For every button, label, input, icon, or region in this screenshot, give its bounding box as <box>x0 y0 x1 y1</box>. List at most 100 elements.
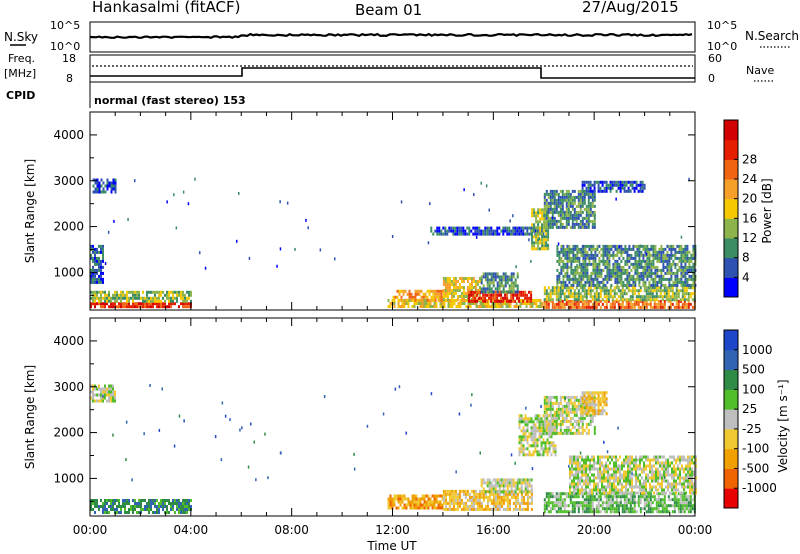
data-cell <box>567 286 570 290</box>
data-cell <box>587 186 590 190</box>
data-cell <box>543 404 546 408</box>
data-cell <box>473 302 476 305</box>
data-cell <box>670 247 673 251</box>
data-cell <box>426 298 429 302</box>
data-cell <box>90 296 92 300</box>
data-cell <box>575 407 578 411</box>
data-cell <box>673 305 676 309</box>
data-cell <box>182 502 184 505</box>
data-cell <box>104 390 106 394</box>
data-cell <box>92 178 95 182</box>
data-cell <box>555 492 558 496</box>
data-cell <box>615 498 618 502</box>
data-cell <box>439 500 442 504</box>
data-cell <box>112 399 114 403</box>
data-cell <box>108 305 110 309</box>
data-cell <box>419 500 422 504</box>
data-cell <box>426 295 429 299</box>
data-cell <box>577 198 580 202</box>
data-cell <box>623 501 626 505</box>
data-cell <box>567 425 570 429</box>
data-cell <box>454 226 457 230</box>
data-cell <box>665 292 668 296</box>
data-cell <box>431 500 434 504</box>
data-cell <box>553 401 556 405</box>
data-cell <box>554 453 557 457</box>
data-cell <box>413 506 416 510</box>
data-cell <box>608 262 611 266</box>
data-cell <box>545 410 548 414</box>
data-cell <box>462 492 465 496</box>
data-cell <box>188 290 190 294</box>
data-cell <box>503 299 506 302</box>
data-cell <box>514 278 517 282</box>
data-cell <box>568 253 571 257</box>
data-cell <box>677 498 680 502</box>
data-cell <box>98 262 100 266</box>
data-cell <box>543 222 546 226</box>
data-cell <box>557 498 560 502</box>
data-cell <box>566 250 569 254</box>
data-cell <box>506 293 509 297</box>
data-cell <box>576 250 579 254</box>
data-cell <box>423 299 426 302</box>
data-cell <box>557 431 560 435</box>
data-cell <box>464 507 467 511</box>
data-cell <box>561 404 564 408</box>
data-cell <box>530 484 533 488</box>
data-cell <box>577 295 580 299</box>
data-cell <box>555 295 558 299</box>
data-cell <box>577 491 579 495</box>
data-cell <box>98 393 100 397</box>
data-cell <box>644 283 647 287</box>
data-cell <box>482 272 485 276</box>
data-cell <box>645 504 648 508</box>
data-cell <box>512 229 515 233</box>
data-cell <box>685 302 688 306</box>
data-cell <box>539 302 542 305</box>
data-cell <box>590 283 593 287</box>
data-cell <box>514 481 517 485</box>
data-cell <box>508 229 511 233</box>
data-cell <box>566 265 569 269</box>
data-cell <box>666 262 669 266</box>
data-cell <box>559 395 562 399</box>
data-cell <box>570 283 573 287</box>
data-cell <box>647 292 650 296</box>
data-cell <box>108 384 110 388</box>
data-cell <box>685 292 688 296</box>
data-cell <box>581 464 583 468</box>
data-cell <box>595 403 598 407</box>
data-cell <box>442 283 445 286</box>
data-cell <box>579 213 582 217</box>
data-cell <box>603 403 606 407</box>
data-cell <box>547 305 550 309</box>
data-cell <box>110 502 112 505</box>
data-cell <box>599 400 602 404</box>
data-cell <box>566 253 569 257</box>
data-cell <box>514 290 517 294</box>
data-cell <box>631 491 633 495</box>
data-cell <box>561 504 564 508</box>
data-cell <box>567 216 570 220</box>
data-cell <box>651 295 654 299</box>
data-cell <box>108 511 110 514</box>
data-cell <box>134 505 136 508</box>
data-cell <box>617 476 619 480</box>
data-cell <box>530 299 533 303</box>
data-cell <box>642 259 645 263</box>
data-cell <box>647 289 650 293</box>
data-cell <box>389 302 392 305</box>
data-cell <box>602 259 605 263</box>
data-cell <box>476 232 479 236</box>
data-cell <box>662 259 665 263</box>
data-cell <box>683 292 686 296</box>
data-cell <box>604 247 607 251</box>
data-cell <box>585 397 588 401</box>
data-cell <box>450 289 453 292</box>
data-cell <box>450 229 453 233</box>
data-cell <box>639 286 642 290</box>
data-cell <box>581 406 584 410</box>
data-cell <box>575 219 578 223</box>
